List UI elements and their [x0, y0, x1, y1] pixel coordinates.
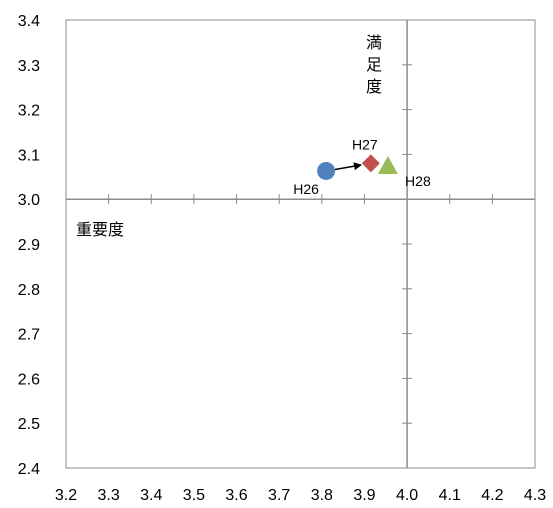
tick-labels: 3.2 3.3 3.4 3.5 3.6 3.7 3.8 3.9 4.0 4.1 4.2 4.3 2.4 2…	[18, 13, 546, 504]
y-tick-label: 3.2	[18, 103, 40, 120]
y-tick-label: 2.6	[18, 371, 40, 388]
y-tick-label: 2.5	[18, 416, 40, 433]
y-axis-name-char: 度	[366, 77, 382, 96]
x-tick-label: 3.7	[268, 487, 290, 504]
point-h27	[361, 154, 380, 173]
trend-arrow	[334, 162, 362, 171]
point-label-h26: H26	[293, 181, 319, 197]
x-tick-label: 3.3	[98, 487, 120, 504]
plot-area	[65, 19, 536, 469]
x-tick-label: 3.4	[140, 487, 162, 504]
axes	[66, 20, 535, 468]
x-tick-label: 3.9	[353, 487, 375, 504]
x-tick-label: 3.2	[55, 487, 77, 504]
y-axis-name-char: 足	[366, 55, 382, 74]
data-points: H26 H27 H28	[293, 136, 431, 197]
y-tick-label: 3.4	[18, 13, 40, 30]
y-tick-label: 3.1	[18, 147, 40, 164]
x-tick-label: 3.5	[183, 487, 205, 504]
y-tick-label: 3.0	[18, 192, 40, 209]
axis-names: 重要度 満足度	[76, 33, 382, 239]
point-h26	[317, 161, 336, 180]
x-tick-label: 3.6	[225, 487, 247, 504]
y-tick-label: 3.3	[18, 58, 40, 75]
point-label-h28: H28	[405, 173, 431, 189]
y-tick-label: 2.4	[18, 461, 40, 478]
y-tick-label: 2.7	[18, 327, 40, 344]
y-axis-name-char: 満	[366, 33, 382, 52]
y-tick-label: 2.9	[18, 237, 40, 254]
point-label-h27: H27	[352, 136, 378, 152]
x-tick-label: 3.8	[311, 487, 333, 504]
x-axis-name: 重要度	[76, 220, 124, 239]
point-h28	[377, 156, 398, 175]
y-tick-label: 2.8	[18, 282, 40, 299]
x-tick-label: 4.2	[481, 487, 503, 504]
x-tick-label: 4.3	[524, 487, 546, 504]
x-tick-label: 4.0	[396, 487, 418, 504]
x-tick-label: 4.1	[439, 487, 461, 504]
